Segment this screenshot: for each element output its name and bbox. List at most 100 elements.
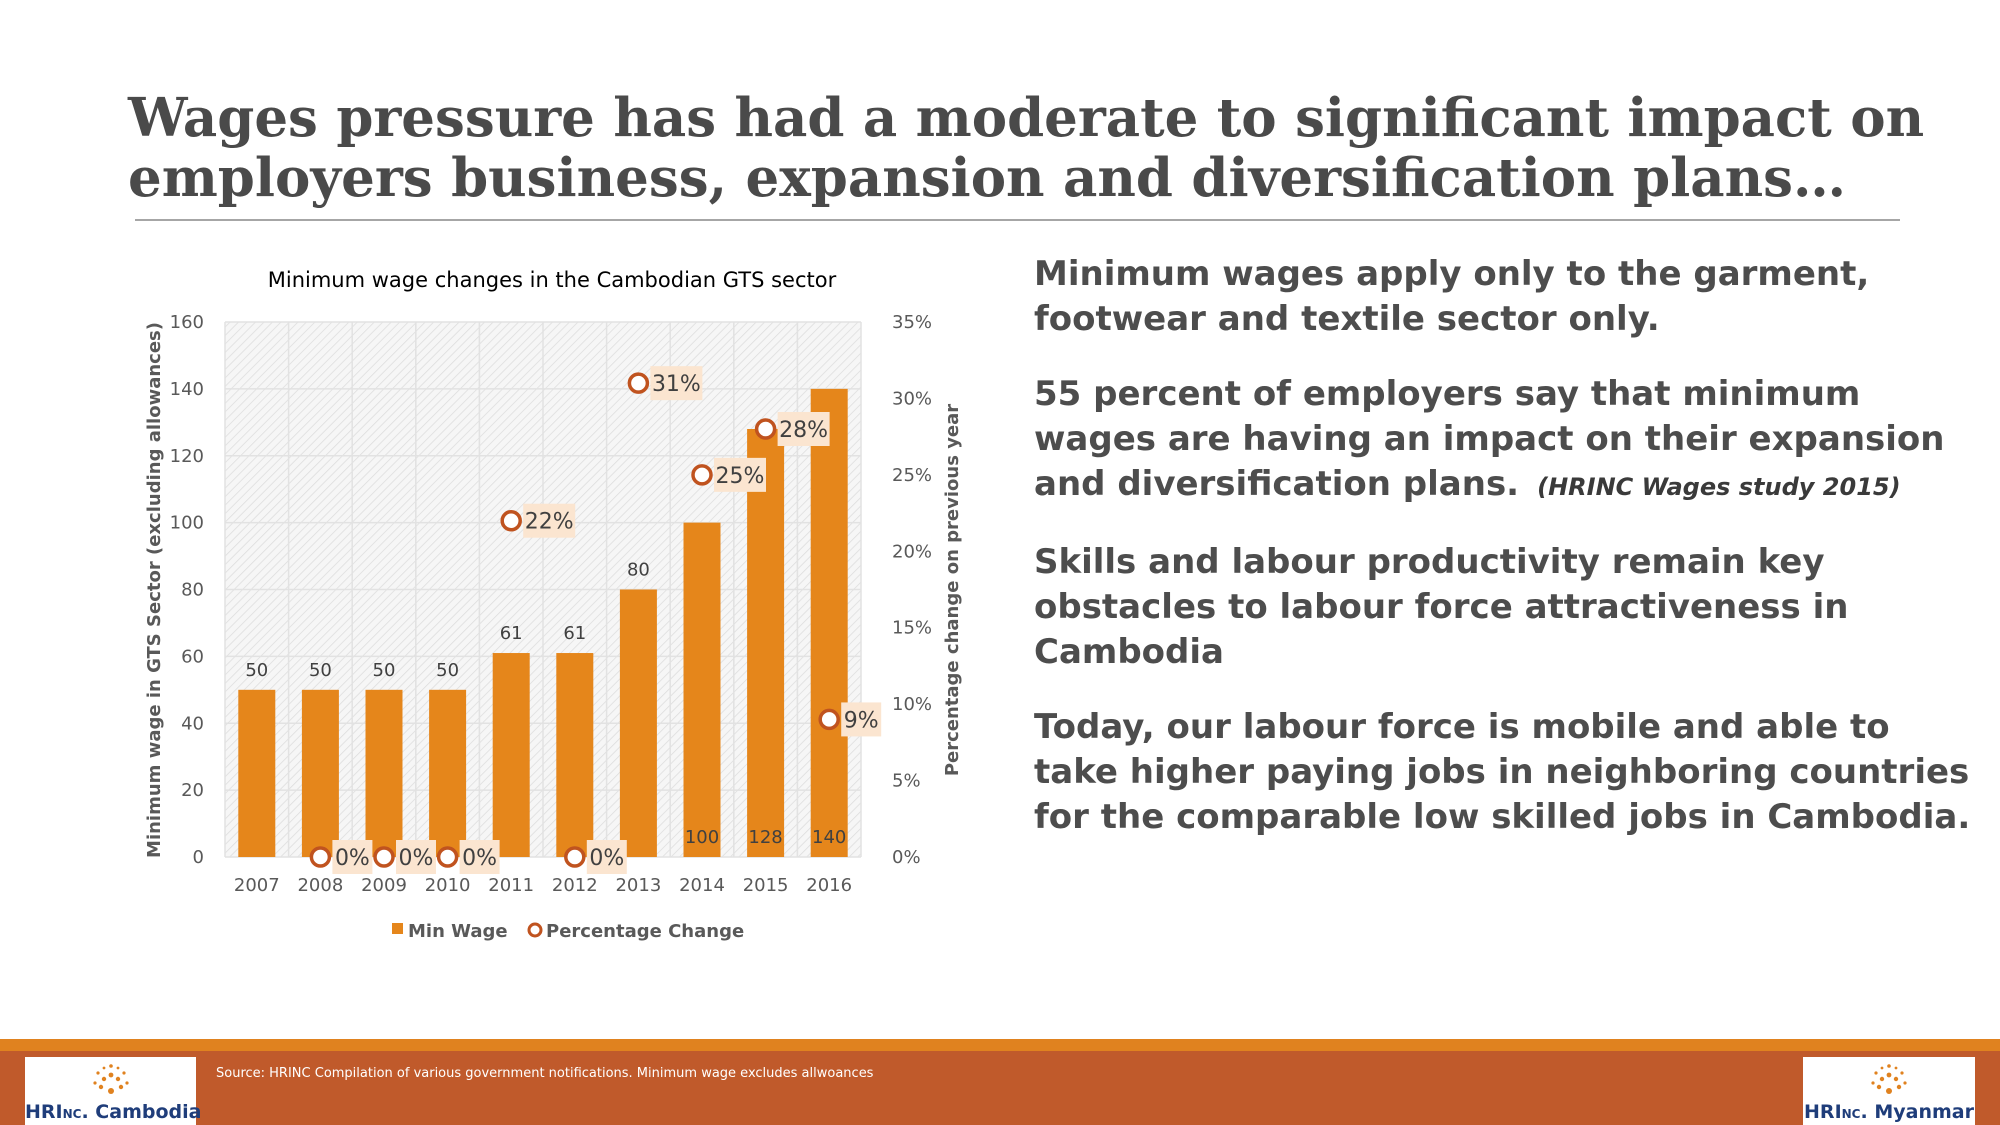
legend-label-min-wage: Min Wage [408,921,508,942]
bar-label: 128 [748,827,782,848]
logo-left-small: NC [62,1107,82,1121]
pct-label: 0% [335,846,370,871]
y2-tick-label: 20% [892,541,932,562]
key-point-1: Minimum wages apply only to the garment,… [1034,252,1984,342]
y-tick-label: 120 [170,446,204,467]
pct-marker-2011 [500,509,522,532]
y-tick-label: 20 [181,780,204,801]
y2-tick-label: 35% [892,312,932,333]
pct-label-box [777,412,830,446]
logo-right-suffix: . Myanmar [1860,1101,1974,1123]
footer-band: HRINC. Cambodia Source: HRINC Compilatio… [0,1051,2000,1125]
pct-label-box [332,840,373,874]
pct-marker-2014 [691,464,713,486]
logo-right-main: HRI [1804,1101,1842,1123]
pct-label-box [841,702,882,737]
bar-label: 61 [563,623,586,644]
bar-2014 [683,522,721,857]
key-point-2: 55 percent of employers say that minimum… [1034,372,1984,510]
pct-marker-2015 [754,418,777,440]
key-point-4-text: Today, our labour force is mobile and ab… [1034,707,1971,837]
x-tick-label: 2007 [234,875,280,896]
y-tick-label: 80 [181,580,204,601]
bar-label: 80 [627,560,650,581]
x-tick-label: 2015 [743,875,789,896]
pct-marker-2012 [564,846,586,868]
x-tick-label: 2012 [552,875,598,896]
legend-marker-percentage-change [527,922,543,938]
bar-2012 [556,653,594,857]
pct-marker-2013 [627,372,650,394]
bar-label: 50 [373,660,396,681]
title-divider [135,219,1900,221]
slide-title: Wages pressure has had a moderate to sig… [128,88,1924,208]
bar-2013 [619,589,657,857]
key-point-2-citation: (HRINC Wages study 2015) [1537,473,1901,501]
logo-hrinc-cambodia: HRINC. Cambodia [25,1057,201,1125]
legend-label-percentage-change: Percentage Change [546,921,744,942]
y-tick-label: 100 [170,513,204,534]
x-tick-label: 2008 [297,875,343,896]
y2-tick-label: 30% [892,388,932,409]
axes: 0 20 40 60 80 100 120 140 160 0% 5% 10% 15% 20% 25% 30%… [170,312,932,896]
slide-title-line-1: Wages pressure has had a moderate to sig… [128,87,1925,149]
key-point-4: Today, our labour force is mobile and ab… [1034,705,1984,840]
pct-marker-2016 [818,708,840,731]
y-axis-title: Minimum wage in GTS Sector (excluding al… [144,322,165,858]
bar-label: 50 [245,660,268,681]
bar-label: 61 [500,623,523,644]
pct-label: 22% [525,510,574,535]
pct-marker-2009 [373,846,395,868]
y-tick-label: 40 [181,713,204,734]
x-tick-label: 2014 [679,875,725,896]
markers-percentage-change: 0% 0% 0% 22% 0% 31% 25% 28% 9% [309,366,882,874]
y2-tick-label: 5% [892,771,921,792]
y2-tick-label: 25% [892,465,932,486]
logo-hrinc-myanmar: HRINC. Myanmar [1803,1057,1975,1125]
logo-right-small: NC [1841,1107,1861,1121]
key-points: Minimum wages apply only to the garment,… [1034,252,1984,870]
bar-2010 [429,689,467,857]
y2-tick-label: 10% [892,694,932,715]
bar-2015 [747,429,785,857]
y-tick-label: 60 [181,646,204,667]
bar-label: 50 [436,660,459,681]
sunburst-logo-icon [1871,1064,1907,1094]
logo-left-suffix: . Cambodia [81,1101,202,1123]
pct-label: 31% [652,372,701,397]
pct-label-box [586,840,627,874]
pct-label: 9% [844,708,879,733]
bar-data-labels: 50 50 50 50 61 61 80 100 128 140 [245,560,846,849]
x-tick-label: 2013 [615,875,661,896]
bar-2007 [238,689,276,857]
x-tick-label: 2009 [361,875,407,896]
logo-left-main: HRI [25,1101,63,1123]
pct-label: 0% [589,846,624,871]
chart-title: Minimum wage changes in the Cambodian GT… [268,268,837,292]
pct-label-box [396,840,436,874]
x-tick-label: 2011 [488,875,534,896]
pct-label: 25% [716,464,765,489]
footer-accent-stripe [0,1039,2000,1051]
bars-min-wage [238,388,848,857]
y-tick-label: 140 [170,379,204,400]
bar-2008 [301,689,339,857]
pct-marker-2008 [309,846,332,868]
bar-label: 50 [309,660,332,681]
legend-swatch-min-wage [392,923,403,934]
x-tick-label: 2016 [806,875,852,896]
key-point-3-text: Skills and labour productivity remain ke… [1034,542,1849,672]
pct-marker-2010 [436,846,459,868]
pct-label: 0% [399,846,434,871]
x-tick-label: 2010 [425,875,471,896]
sunburst-logo-icon [92,1064,129,1094]
key-point-2-text: 55 percent of employers say that minimum… [1034,374,1945,504]
key-point-3: Skills and labour productivity remain ke… [1034,540,1984,675]
pct-label-box [650,366,703,401]
footer-source-note: Source: HRINC Compilation of various gov… [216,1066,874,1081]
y-tick-label: 160 [170,312,204,333]
y-tick-label: 0 [193,847,204,868]
pct-label: 28% [779,418,828,443]
bar-2016 [810,388,848,857]
pct-label-box [459,840,500,874]
